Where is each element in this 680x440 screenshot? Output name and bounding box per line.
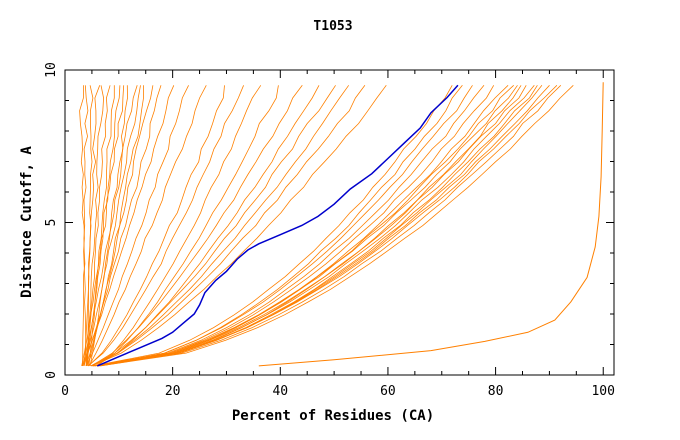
series-line-26: [90, 85, 366, 367]
series-line-32: [97, 85, 495, 367]
series-line-44: [99, 85, 574, 367]
series-line-24: [90, 85, 336, 367]
series-line-18: [88, 85, 225, 367]
y-tick-label: 0: [44, 371, 59, 379]
x-tick-label: 0: [61, 384, 69, 399]
series-line-43: [97, 85, 562, 367]
series-line-28: [93, 85, 453, 367]
series-line-19: [87, 85, 244, 367]
series-line-6: [88, 85, 115, 366]
series-line-37: [93, 85, 527, 367]
series-line-11: [83, 85, 141, 367]
series-line-10: [82, 85, 138, 366]
series-line-42: [92, 85, 558, 367]
y-axis-title: Distance Cutoff, A: [19, 146, 35, 298]
series-line-25: [91, 85, 350, 367]
series-line-0: [79, 85, 87, 366]
series-line-9: [89, 85, 128, 366]
series-line-30: [94, 85, 473, 367]
series-line-14: [82, 85, 162, 367]
series-line-16: [85, 85, 189, 367]
series-line-15: [81, 85, 175, 367]
series-line-21: [96, 85, 279, 367]
x-tick-label: 60: [380, 384, 396, 399]
series-line-39: [98, 85, 538, 367]
y-axis-ticks: 0 5 10: [44, 62, 614, 379]
series-line-5: [86, 85, 111, 366]
series-lines: [79, 82, 604, 367]
series-line-13: [85, 85, 154, 367]
series-line-31: [96, 85, 485, 367]
series-line-36: [101, 85, 522, 367]
series-line-2: [87, 85, 94, 366]
series-line-17: [88, 85, 207, 367]
chart-title: T1053: [313, 19, 352, 34]
series-line-highlight: [97, 84, 459, 367]
x-tick-label: 20: [165, 384, 181, 399]
series-line-38: [95, 85, 535, 367]
series-line-27: [91, 85, 387, 367]
series-line-41: [93, 85, 550, 367]
x-tick-label: 80: [488, 384, 504, 399]
y-tick-label: 10: [44, 62, 59, 78]
x-tick-label: 100: [591, 384, 614, 399]
series-line-3: [83, 85, 101, 366]
x-axis-title: Percent of Residues (CA): [232, 408, 434, 424]
series-line-8: [81, 85, 125, 366]
x-axis-ticks: 0 20 40 60 80 100: [61, 70, 615, 399]
x-tick-label: 40: [272, 384, 288, 399]
series-line-4: [85, 85, 105, 366]
series-line-22: [91, 85, 303, 367]
series-line-best: [258, 82, 604, 367]
y-tick-label: 5: [44, 219, 59, 227]
series-line-23: [95, 85, 320, 367]
series-line-35: [92, 85, 518, 367]
series-line-29: [98, 85, 463, 367]
series-line-34: [97, 85, 514, 367]
series-line-20: [96, 85, 262, 367]
series-line-1: [82, 85, 89, 366]
